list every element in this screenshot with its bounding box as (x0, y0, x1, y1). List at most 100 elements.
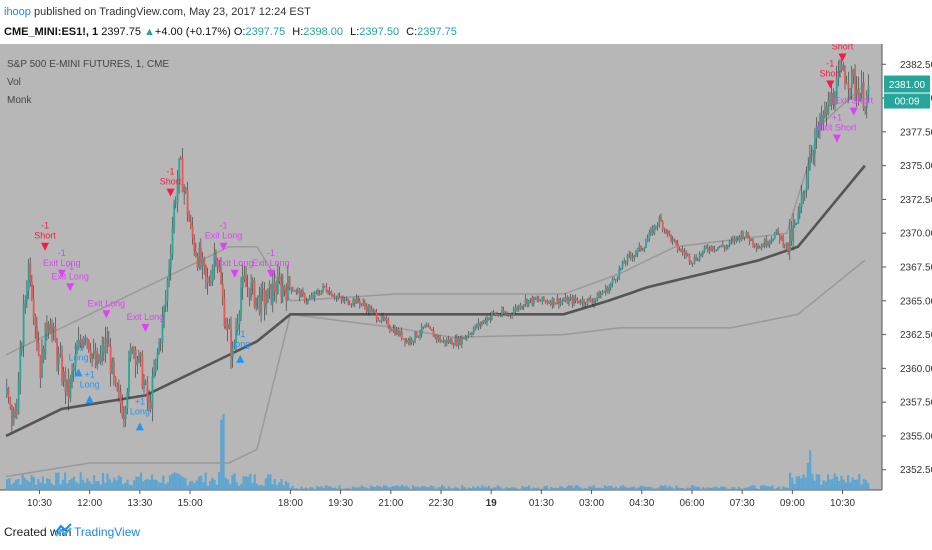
candle-body (727, 245, 729, 247)
signal-count: -1 (167, 167, 175, 177)
candle-body (754, 244, 756, 245)
volume-bar (222, 414, 224, 490)
candle-body (630, 254, 632, 256)
price-chart[interactable]: S&P 500 E-MINI FUTURES, 1, CME Vol Monk … (0, 44, 932, 514)
candle-body (250, 283, 252, 299)
high-label: H: (292, 26, 303, 38)
volume-bar (706, 487, 708, 490)
candle-body (531, 298, 533, 304)
volume-bar (495, 487, 497, 490)
candle-body (392, 328, 394, 331)
volume-bar (448, 486, 450, 490)
volume-bar (751, 485, 753, 490)
candle-body (21, 346, 23, 351)
volume-bar (521, 486, 523, 490)
volume-bar (336, 489, 338, 490)
candle-body (28, 263, 30, 290)
candle-body (804, 191, 806, 193)
candle-body (602, 293, 604, 294)
candle-body (157, 353, 159, 359)
signal-label: Short (832, 44, 854, 52)
volume-bar (584, 488, 586, 490)
volume-bar (249, 474, 251, 490)
candle-body (536, 299, 538, 300)
candle-body (90, 351, 92, 359)
signal-count: +1 (135, 396, 145, 406)
plot-area[interactable] (0, 44, 882, 490)
volume-bar (512, 487, 514, 490)
candle-body (331, 291, 333, 296)
candle-body (725, 247, 727, 249)
tradingview-brand-link[interactable]: TradingView (74, 525, 140, 539)
price-tick-label: 2370.00 (900, 229, 932, 240)
candle-body (500, 315, 502, 316)
volume-bar (769, 487, 771, 490)
volume-bar (430, 485, 432, 490)
candle-body (538, 299, 540, 301)
volume-bar (102, 473, 104, 490)
candle-body (613, 279, 615, 280)
volume-bar (450, 488, 452, 490)
volume-bar (198, 476, 200, 490)
volume-bar (561, 487, 563, 490)
volume-bar (829, 480, 831, 490)
time-tick-label: 04:30 (629, 498, 654, 509)
candle-body (341, 297, 343, 300)
candle-body (585, 304, 587, 305)
candle-body (786, 243, 788, 246)
candle-body (705, 247, 707, 248)
candle-body (227, 324, 229, 329)
candle-body (339, 297, 341, 298)
volume-bar (550, 487, 552, 490)
volume-bar (555, 488, 557, 490)
candle-body (361, 304, 363, 305)
volume-bar (671, 487, 673, 490)
candle-body (121, 404, 123, 417)
volume-bar (776, 488, 778, 490)
candle-body (801, 194, 803, 207)
volume-bar (785, 488, 787, 490)
volume-bar (680, 488, 682, 490)
candle-body (530, 298, 532, 300)
candle-body (709, 250, 711, 251)
volume-bar (756, 488, 758, 490)
symbol-name: CME_MINI:ES1!, 1 (4, 26, 98, 38)
volume-bar (180, 476, 182, 490)
time-tick-label: 03:00 (579, 498, 604, 509)
price-tick-label: 2367.50 (900, 263, 932, 274)
candle-body (533, 297, 535, 304)
candle-body (704, 247, 706, 251)
candle-body (314, 292, 316, 298)
volume-bar (722, 486, 724, 490)
candle-body (11, 405, 13, 426)
volume-bar (646, 487, 648, 490)
volume-bar (762, 485, 764, 490)
volume-bar (200, 476, 202, 490)
candle-body (545, 300, 547, 301)
candle-body (148, 401, 150, 402)
author-link[interactable]: ihoop (4, 6, 31, 18)
volume-bar (207, 486, 209, 490)
candle-body (674, 239, 676, 241)
volume-bar (118, 475, 120, 490)
symbol-line: CME_MINI:ES1!, 1 2397.75 ▲+4.00 (+0.17%)… (4, 26, 461, 38)
candle-body (722, 245, 724, 247)
volume-bar (19, 485, 21, 490)
candle-body (91, 354, 93, 359)
candle-body (756, 246, 758, 248)
volume-bar (133, 480, 135, 490)
volume-bar (312, 487, 314, 490)
candle-body (285, 291, 287, 300)
volume-bar (176, 473, 178, 490)
volume-bar (140, 473, 142, 490)
candle-body (8, 388, 10, 397)
candle-body (625, 262, 627, 263)
volume-bar (46, 478, 48, 490)
volume-bar (278, 482, 280, 490)
signal-label: Exit Short (834, 96, 874, 106)
volume-bar (735, 489, 737, 490)
volume-bar (209, 481, 211, 490)
volume-bar (713, 487, 715, 490)
close-value: 2397.75 (417, 26, 457, 38)
last-price: 2397.75 (101, 26, 141, 38)
